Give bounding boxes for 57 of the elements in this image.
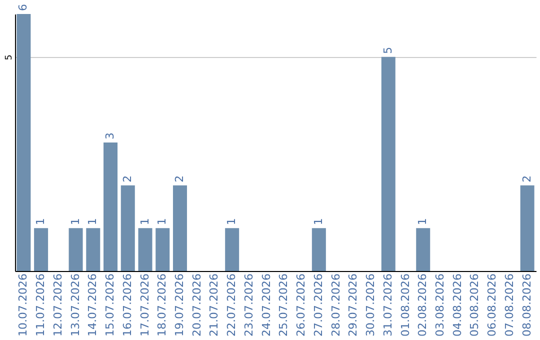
- x-tick-label: 15.07.2026: [104, 274, 117, 336]
- data-label: 1: [156, 218, 169, 226]
- x-tick-label: 19.07.2026: [172, 274, 186, 336]
- x-tick-label: 14.07.2026: [86, 274, 100, 336]
- data-label: 1: [34, 218, 48, 226]
- bar: [312, 228, 326, 271]
- x-tick-label: 03.08.2026: [433, 274, 446, 336]
- x-tick-label: 21.07.2026: [208, 274, 221, 336]
- data-label: 2: [120, 175, 134, 182]
- x-tick-label: 18.07.2026: [156, 274, 169, 336]
- bar: [104, 142, 118, 271]
- bar: [225, 228, 240, 271]
- x-tick-label: 20.07.2026: [190, 274, 204, 336]
- bar: [520, 185, 534, 271]
- x-tick-label: 22.07.2026: [225, 274, 238, 336]
- x-tick-label: 11.07.2026: [34, 274, 48, 336]
- x-tick-label: 08.08.2026: [520, 274, 534, 336]
- data-label: 1: [416, 218, 430, 226]
- x-tick-label: 05.08.2026: [468, 274, 482, 336]
- data-label: 6: [16, 4, 30, 11]
- bar: [34, 228, 48, 271]
- x-tick-label: 25.07.2026: [277, 274, 290, 336]
- data-label: 1: [312, 218, 325, 226]
- x-tick-label: 16.07.2026: [120, 274, 134, 336]
- bar: [68, 228, 83, 271]
- x-tick-label: 01.08.2026: [398, 274, 412, 336]
- bar: [381, 56, 396, 271]
- data-label: 1: [68, 218, 82, 226]
- x-tick-label: 02.08.2026: [416, 274, 430, 336]
- x-tick-label: 06.08.2026: [486, 274, 499, 336]
- data-label: 3: [104, 132, 117, 140]
- x-tick-label: 27.07.2026: [312, 274, 325, 336]
- x-tick-label: 04.08.2026: [450, 274, 464, 336]
- x-tick-label: 10.07.2026: [16, 274, 30, 336]
- bar: [138, 228, 152, 271]
- x-tick-label: 31.07.2026: [381, 274, 394, 336]
- bar: [156, 228, 170, 271]
- bar: [86, 228, 100, 271]
- data-label: 2: [520, 175, 534, 182]
- data-label: 5: [381, 46, 394, 54]
- x-tick-label: 30.07.2026: [364, 274, 378, 336]
- x-tick-label: 07.08.2026: [502, 274, 516, 336]
- bar: [416, 228, 430, 271]
- x-tick-label: 12.07.2026: [51, 274, 64, 336]
- x-tick-label: 17.07.2026: [138, 274, 152, 336]
- x-tick-label: 26.07.2026: [294, 274, 308, 336]
- data-label: 1: [138, 218, 152, 226]
- x-tick-label: 13.07.2026: [68, 274, 82, 336]
- data-label: 2: [172, 175, 186, 182]
- data-label: 1: [225, 218, 238, 226]
- x-tick-label: 24.07.2026: [260, 274, 273, 336]
- x-tick-label: 23.07.2026: [242, 274, 256, 336]
- bar: [120, 185, 135, 271]
- bar: [172, 185, 187, 271]
- data-label: 1: [86, 218, 100, 226]
- x-tick-label: 28.07.2026: [329, 274, 342, 336]
- x-tick-label: 29.07.2026: [346, 274, 360, 336]
